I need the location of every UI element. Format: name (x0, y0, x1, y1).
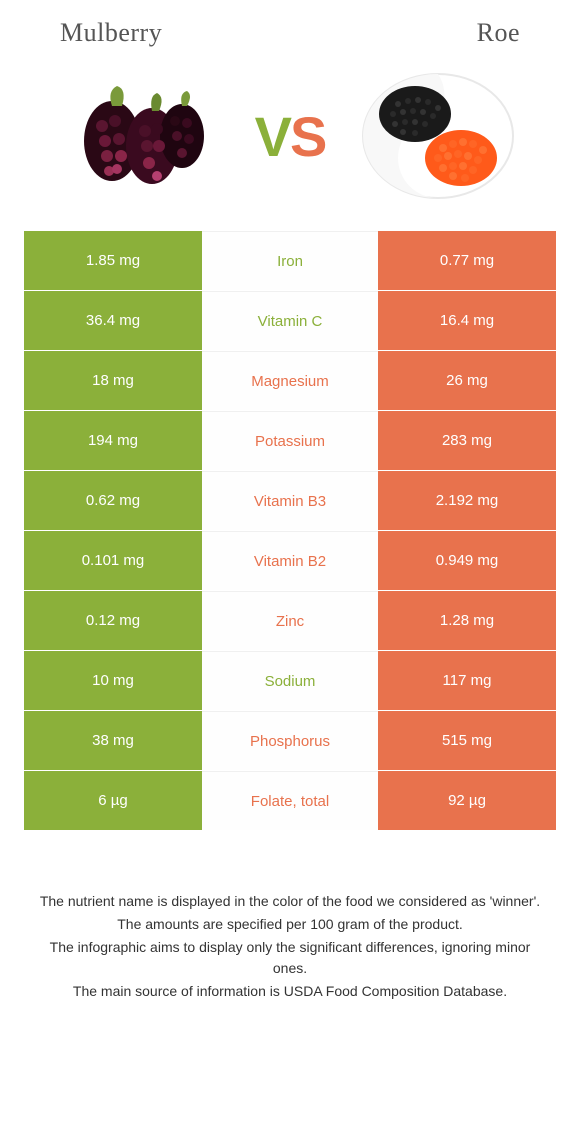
left-value: 0.12 mg (24, 591, 202, 650)
left-food-title: Mulberry (60, 18, 162, 48)
nutrient-row: 194 mgPotassium283 mg (24, 411, 556, 470)
images-row: VS (0, 58, 580, 231)
right-value: 0.77 mg (378, 231, 556, 290)
nutrient-table: 1.85 mgIron0.77 mg36.4 mgVitamin C16.4 m… (0, 231, 580, 830)
right-value: 283 mg (378, 411, 556, 470)
nutrient-row: 1.85 mgIron0.77 mg (24, 231, 556, 290)
right-value: 0.949 mg (378, 531, 556, 590)
footer-line-1: The nutrient name is displayed in the co… (35, 891, 545, 912)
footer-line-3: The infographic aims to display only the… (35, 937, 545, 979)
left-value: 18 mg (24, 351, 202, 410)
nutrient-name: Folate, total (202, 771, 378, 830)
vs-v-letter: V (255, 105, 290, 168)
right-value: 117 mg (378, 651, 556, 710)
right-value: 92 µg (378, 771, 556, 830)
left-value: 194 mg (24, 411, 202, 470)
nutrient-row: 0.12 mgZinc1.28 mg (24, 591, 556, 650)
left-value: 0.101 mg (24, 531, 202, 590)
nutrient-name: Vitamin B3 (202, 471, 378, 530)
footer-line-4: The main source of information is USDA F… (35, 981, 545, 1002)
right-value: 1.28 mg (378, 591, 556, 650)
roe-image (345, 66, 530, 206)
left-value: 1.85 mg (24, 231, 202, 290)
left-value: 38 mg (24, 711, 202, 770)
nutrient-name: Vitamin B2 (202, 531, 378, 590)
right-value: 16.4 mg (378, 291, 556, 350)
nutrient-row: 0.62 mgVitamin B32.192 mg (24, 471, 556, 530)
nutrient-name: Potassium (202, 411, 378, 470)
nutrient-row: 6 µgFolate, total92 µg (24, 771, 556, 830)
header: Mulberry Roe (0, 0, 580, 58)
nutrient-row: 38 mgPhosphorus515 mg (24, 711, 556, 770)
vs-label: VS (255, 104, 326, 169)
left-value: 10 mg (24, 651, 202, 710)
vs-s-letter: S (290, 105, 325, 168)
right-value: 26 mg (378, 351, 556, 410)
right-value: 515 mg (378, 711, 556, 770)
nutrient-name: Zinc (202, 591, 378, 650)
footer-line-2: The amounts are specified per 100 gram o… (35, 914, 545, 935)
nutrient-name: Sodium (202, 651, 378, 710)
nutrient-name: Vitamin C (202, 291, 378, 350)
nutrient-row: 36.4 mgVitamin C16.4 mg (24, 291, 556, 350)
nutrient-row: 0.101 mgVitamin B20.949 mg (24, 531, 556, 590)
left-value: 36.4 mg (24, 291, 202, 350)
nutrient-name: Phosphorus (202, 711, 378, 770)
right-food-title: Roe (477, 18, 520, 48)
footer-text: The nutrient name is displayed in the co… (0, 831, 580, 1024)
left-value: 6 µg (24, 771, 202, 830)
mulberry-image (50, 66, 235, 206)
nutrient-name: Magnesium (202, 351, 378, 410)
left-value: 0.62 mg (24, 471, 202, 530)
nutrient-row: 18 mgMagnesium26 mg (24, 351, 556, 410)
nutrient-name: Iron (202, 231, 378, 290)
right-value: 2.192 mg (378, 471, 556, 530)
nutrient-row: 10 mgSodium117 mg (24, 651, 556, 710)
